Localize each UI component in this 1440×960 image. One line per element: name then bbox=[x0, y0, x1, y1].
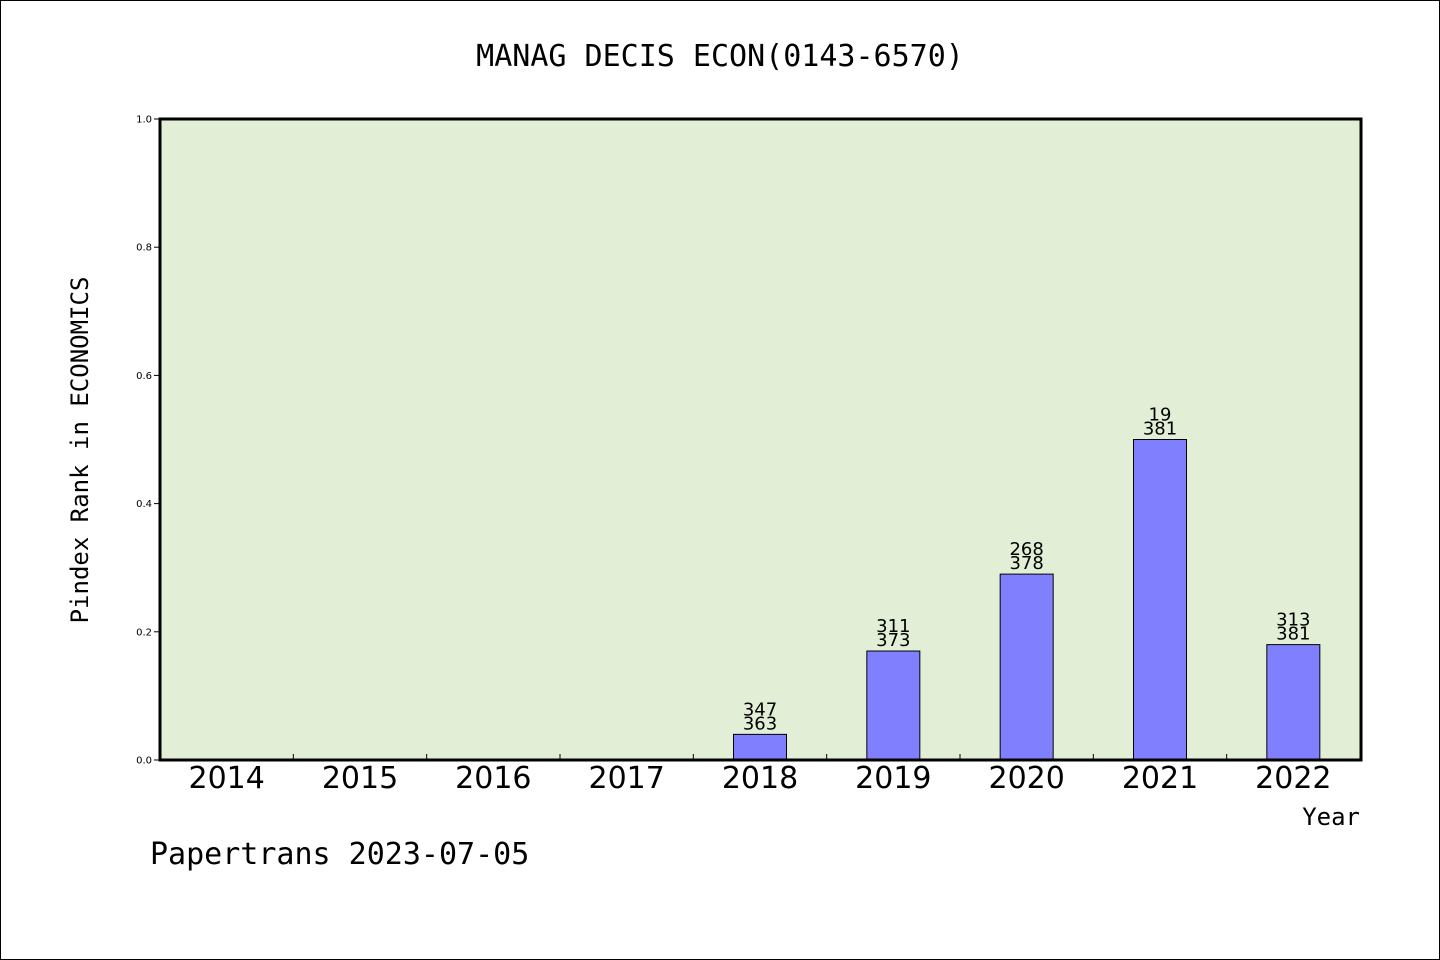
y-tick-label: 0.0 bbox=[136, 756, 152, 767]
total-label: 378 bbox=[1009, 553, 1043, 574]
y-tick-label: 1.0 bbox=[136, 115, 152, 126]
bar-2019 bbox=[866, 650, 921, 761]
rank-label: 313 bbox=[1276, 610, 1310, 631]
total-label: 373 bbox=[876, 630, 910, 651]
chart-title: MANAG DECIS ECON(0143-6570) bbox=[476, 39, 964, 74]
bar-2018 bbox=[733, 733, 787, 761]
total-label: 381 bbox=[1143, 419, 1177, 440]
x-tick-label: 2018 bbox=[722, 761, 798, 796]
rank-label: 347 bbox=[743, 699, 777, 720]
total-label: 363 bbox=[743, 713, 777, 734]
total-label: 381 bbox=[1276, 624, 1310, 645]
x-tick-label: 2016 bbox=[455, 761, 531, 796]
bars-group bbox=[733, 439, 1321, 761]
x-tick-label: 2020 bbox=[988, 761, 1064, 796]
y-tick-label: 0.2 bbox=[136, 627, 152, 638]
x-tick-label: 2022 bbox=[1255, 761, 1331, 796]
x-tick-label: 2015 bbox=[322, 761, 398, 796]
x-tick-label: 2014 bbox=[188, 761, 264, 796]
y-tick-label: 0.4 bbox=[136, 499, 152, 510]
rank-label: 311 bbox=[876, 616, 910, 637]
bar-2021 bbox=[1133, 439, 1187, 761]
x-tick-label: 2021 bbox=[1122, 761, 1198, 796]
y-axis: 0.0 0.2 0.4 0.6 0.8 1.0 bbox=[136, 115, 160, 767]
x-axis: 2014 2015 2016 2017 2018 2019 2020 2021 2022 bbox=[188, 754, 1332, 796]
y-tick-label: 0.6 bbox=[136, 371, 152, 382]
plot-border bbox=[158, 117, 1363, 762]
x-tick-label: 2019 bbox=[855, 761, 931, 796]
y-tick-label: 0.8 bbox=[136, 243, 152, 254]
x-tick-label: 2017 bbox=[588, 761, 664, 796]
rank-label: 19 bbox=[1149, 405, 1172, 426]
y-axis-label: Pindex Rank in ECONOMICS bbox=[66, 277, 94, 624]
x-axis-label: Year bbox=[1302, 803, 1360, 831]
bar-2022 bbox=[1266, 644, 1321, 761]
footer-source-date: Papertrans 2023-07-05 bbox=[150, 837, 529, 872]
bar-2020 bbox=[999, 573, 1054, 761]
rank-label: 268 bbox=[1009, 539, 1043, 560]
